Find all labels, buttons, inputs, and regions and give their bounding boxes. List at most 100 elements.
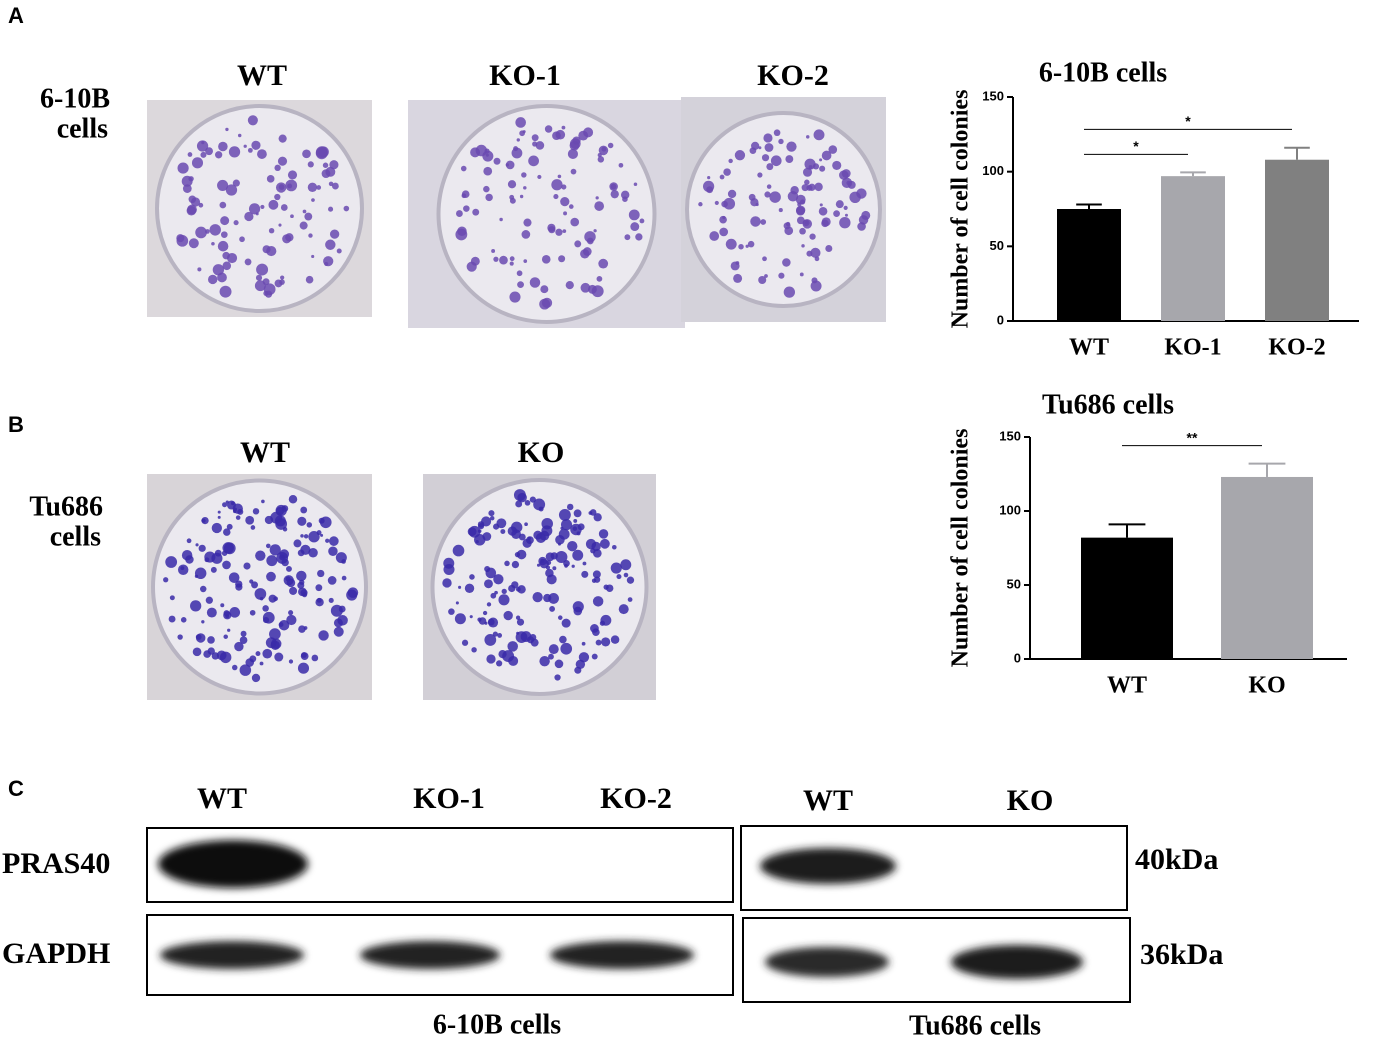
colony: [533, 530, 543, 540]
colony: [518, 533, 526, 541]
colony: [725, 238, 737, 250]
colony: [197, 267, 202, 272]
colony: [620, 190, 630, 200]
colony: [341, 575, 347, 581]
colony: [727, 189, 737, 199]
colony: [572, 136, 581, 145]
colony: [515, 500, 523, 508]
colony: [598, 529, 609, 539]
colony: [282, 527, 288, 532]
colony: [223, 610, 230, 617]
colony: [548, 653, 554, 660]
colony: [491, 249, 496, 253]
colony: [524, 522, 528, 527]
colony: [590, 548, 596, 554]
colony: [182, 184, 192, 193]
colony: [211, 241, 215, 246]
colony: [559, 635, 567, 644]
plate-title: KO: [518, 436, 565, 469]
colony: [597, 156, 605, 163]
colony: [239, 636, 248, 644]
colony: [576, 531, 581, 536]
colony: [545, 552, 555, 562]
colony: [790, 186, 799, 195]
colony: [516, 138, 520, 142]
colony: [322, 162, 329, 168]
colony: [511, 560, 520, 569]
colony: [288, 659, 294, 664]
colony: [605, 584, 614, 592]
y-tick-label: 50: [990, 238, 1004, 253]
colony: [558, 255, 566, 263]
colony: [814, 256, 820, 262]
colony: [192, 647, 202, 657]
colony: [268, 594, 277, 603]
colony: [801, 184, 809, 192]
colony: [455, 601, 459, 605]
colony: [738, 243, 744, 250]
blot-caption: Tu686 cells: [909, 1010, 1041, 1041]
colony: [461, 193, 467, 199]
colony: [581, 570, 589, 578]
colony: [263, 283, 276, 296]
colony: [297, 516, 307, 526]
colony: [209, 224, 221, 236]
colony: [220, 231, 228, 238]
colony: [544, 125, 553, 133]
colony: [507, 180, 517, 189]
colony: [319, 516, 332, 529]
colony: [633, 182, 638, 186]
colony: [535, 141, 545, 150]
colony: [764, 191, 771, 198]
colony: [285, 233, 294, 242]
colony: [228, 572, 240, 583]
colony: [773, 129, 781, 137]
colony: [802, 219, 810, 227]
colony: [176, 234, 185, 243]
size-label: 36kDa: [1140, 938, 1223, 971]
y-tick-label: 0: [1014, 650, 1021, 665]
bar: [1265, 159, 1329, 321]
y-tick-label: 150: [982, 88, 1004, 103]
colony: [828, 145, 838, 154]
colony: [301, 592, 308, 598]
lane-label: KO-1: [413, 782, 485, 815]
colony: [508, 655, 519, 666]
colony: [188, 195, 197, 204]
colony: [797, 202, 802, 207]
colony: [813, 129, 825, 141]
colony: [795, 206, 805, 216]
colony: [316, 185, 322, 190]
colony: [191, 157, 204, 169]
colony: [472, 208, 480, 216]
colony: [471, 647, 477, 653]
colony: [217, 515, 221, 519]
colony: [593, 513, 602, 522]
colony: [707, 176, 711, 180]
colony: [501, 588, 507, 595]
colony: [750, 216, 761, 227]
colony: [499, 255, 508, 265]
colony: [548, 593, 559, 604]
colony: [251, 581, 259, 589]
colony: [591, 285, 604, 298]
colony: [268, 199, 279, 210]
colony: [549, 606, 555, 612]
colony: [180, 617, 187, 623]
colony: [235, 583, 243, 591]
colony: [595, 639, 602, 646]
row-label: cells: [50, 521, 101, 552]
colony: [280, 275, 285, 280]
colony: [745, 244, 749, 248]
colony: [317, 569, 325, 578]
colony: [523, 186, 527, 190]
colony: [618, 604, 629, 615]
colony: [616, 574, 622, 580]
colony: [819, 165, 826, 172]
colony: [513, 146, 519, 152]
colony: [563, 559, 570, 567]
colony: [198, 202, 204, 208]
colony: [719, 215, 727, 224]
colony: [505, 160, 515, 170]
colony: [262, 648, 273, 659]
